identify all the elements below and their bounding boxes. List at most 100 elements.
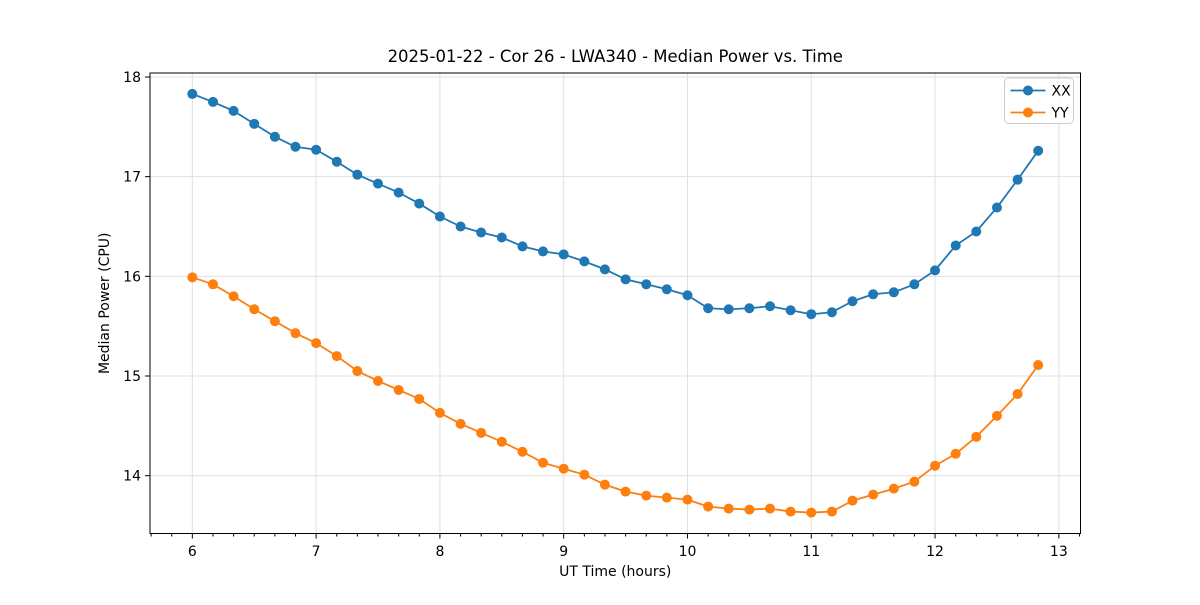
series-xx-marker [331,156,342,167]
x-tick-label: 12 [926,544,944,560]
x-tick-label: 11 [802,544,820,560]
series-yy [187,272,1044,518]
series-yy-marker [661,492,672,503]
series-xx-marker [847,296,858,307]
plot-border [149,72,1081,534]
series-xx-marker [950,240,961,251]
series-yy-marker [991,410,1002,421]
series-xx-marker [641,279,652,290]
series-xx-marker [599,264,610,275]
series-xx-marker [290,141,301,152]
series-xx-marker [1012,174,1023,185]
series-xx-marker [682,290,693,301]
series-yy-marker [434,407,445,418]
series-xx-marker [620,274,631,285]
legend: XX YY [1004,77,1074,124]
series-yy-marker [847,495,858,506]
series-xx-marker [723,304,734,315]
x-tick-label: 9 [559,544,568,560]
series-yy-marker [373,375,384,386]
series-xx-marker [579,256,590,267]
series-xx-marker [393,187,404,198]
series-yy-marker [393,384,404,395]
legend-entry-xx: XX [1010,84,1072,100]
y-tick-label: 17 [123,170,141,186]
y-tick-label: 14 [123,469,141,485]
legend-sample-marker [1023,85,1033,96]
series-yy-marker [414,393,425,404]
series-yy-marker [641,490,652,501]
series-yy-marker [269,316,280,327]
series-yy-marker [538,457,549,468]
series-yy-marker [806,507,817,518]
series-yy-marker [785,506,796,517]
series-xx-marker [187,88,198,99]
series-xx-marker [228,105,239,116]
series-yy-marker [765,503,776,514]
x-tick-label: 6 [188,544,197,560]
series-xx-marker [496,232,507,243]
series-xx-marker [373,178,384,189]
series-xx-marker [806,309,817,320]
series-yy-marker [826,506,837,517]
series-xx-marker [826,307,837,318]
series-xx-marker [249,118,260,129]
x-tick-label: 10 [679,544,697,560]
series-xx-marker [538,246,549,257]
series-yy-marker [331,351,342,362]
series-xx-marker [765,301,776,312]
x-axis-label: UT Time (hours) [559,564,671,580]
series-yy-marker [1012,388,1023,399]
y-tick-label: 16 [123,269,141,285]
series-yy-marker [971,431,982,442]
y-tick-label: 15 [123,369,141,385]
legend-label: XX [1052,84,1072,100]
x-tick-label: 8 [435,544,444,560]
series-yy-marker [703,501,714,512]
series-yy-marker [208,279,219,290]
legend-sample-marker [1023,107,1033,118]
series-xx-marker [888,287,899,298]
series-yy-marker [228,291,239,302]
series-xx-marker [269,131,280,142]
series-xx-marker [744,303,755,314]
series-xx [187,88,1044,320]
series-yy-marker [476,427,487,438]
series-yy-marker [517,446,528,457]
series-yy-marker [187,272,198,283]
series-xx-marker [208,96,219,107]
series-yy-marker [909,476,920,487]
series-yy-marker [620,486,631,497]
series-xx-marker [971,226,982,237]
series-yy-marker [311,338,322,349]
legend-entry-yy: YY [1010,106,1070,122]
series-yy-marker [888,483,899,494]
axis-tick-labels: 6 7 8 9 10 11 12 13 14 15 16 17 18 [123,70,1068,560]
series-xx-marker [517,241,528,252]
series-yy-marker [868,489,879,500]
series-yy-marker [599,479,610,490]
series-xx-marker [311,144,322,155]
axis-ticks [145,76,1081,539]
series-xx-marker [785,305,796,316]
series-yy-marker [950,448,961,459]
series-xx-marker [558,249,569,260]
series-yy-marker [455,418,466,429]
legend-label: YY [1051,106,1070,122]
series-xx-marker [868,289,879,300]
series-xx-marker [455,221,466,232]
series-yy-marker [1033,360,1044,371]
y-tick-label: 18 [123,70,141,86]
series-yy-marker [352,366,363,377]
x-tick-label: 7 [312,544,321,560]
y-axis-label: Median Power (CPU) [97,232,113,374]
series-yy-marker [249,304,260,315]
series-yy-marker [723,503,734,514]
series-xx-marker [1033,145,1044,156]
series-yy-marker [558,463,569,474]
series-yy-marker [744,504,755,515]
series-xx-marker [661,284,672,295]
